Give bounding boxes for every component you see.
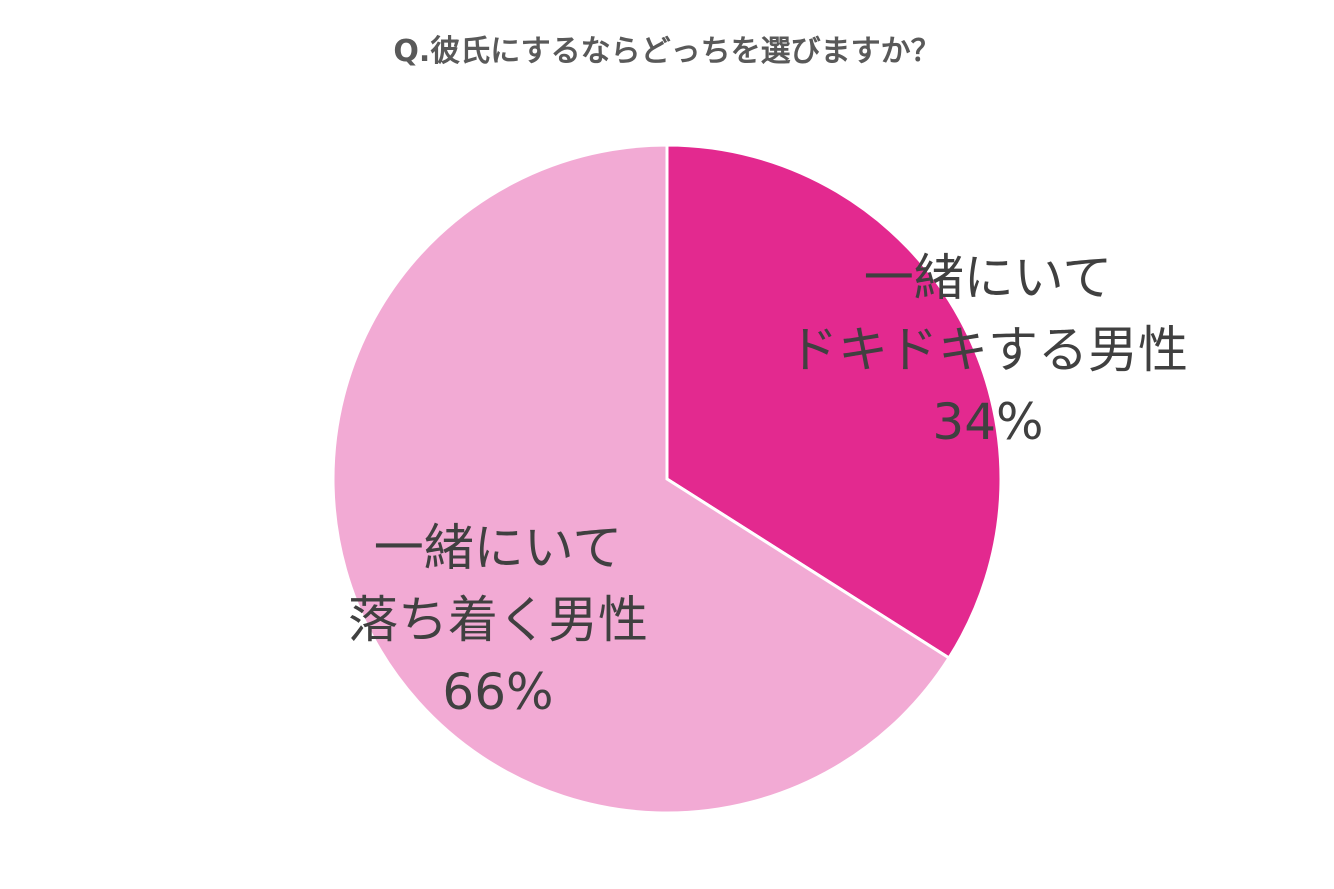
slice-value-label: 34% bbox=[932, 393, 1044, 451]
slice-label-line1: 一緒にいて bbox=[373, 519, 623, 577]
pie-slice-1 bbox=[331, 143, 952, 815]
pie-slice-0 bbox=[665, 143, 1003, 661]
slice-value-label: 66% bbox=[442, 663, 554, 721]
slice-label-line2: 落ち着く男性 bbox=[348, 591, 648, 649]
slice-label-dokidoki: 一緒にいて ドキドキする男性 34% bbox=[748, 242, 1228, 458]
slice-label-line1: 一緒にいて bbox=[863, 249, 1113, 307]
chart-title: Q.彼氏にするならどっちを選びますか？ bbox=[393, 34, 941, 69]
slice-label-ochitsuku: 一緒にいて 落ち着く男性 66% bbox=[278, 512, 718, 728]
slice-label-line2: ドキドキする男性 bbox=[788, 321, 1188, 379]
